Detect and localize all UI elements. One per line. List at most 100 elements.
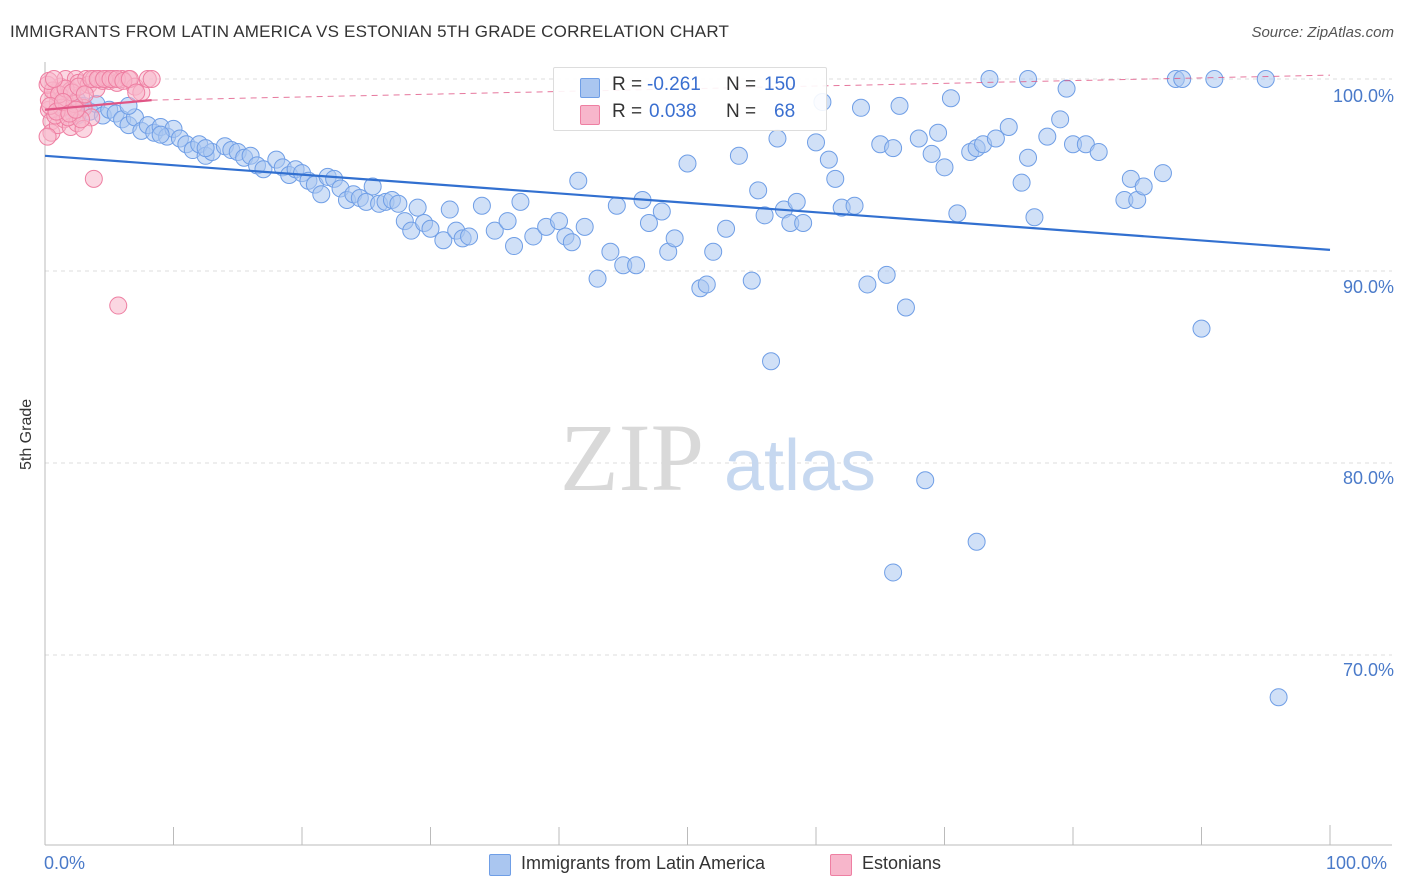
data-point-immigrants — [1019, 148, 1038, 167]
data-point-estonians — [66, 100, 85, 119]
data-point-immigrants — [999, 118, 1018, 136]
data-point-immigrants — [768, 129, 787, 148]
data-point-immigrants — [986, 129, 1005, 148]
data-point-immigrants — [922, 144, 941, 163]
n-label: N = — [726, 101, 757, 122]
data-point-immigrants — [575, 217, 594, 236]
legend-label: Estonians — [862, 853, 942, 873]
data-point-immigrants — [1089, 142, 1108, 161]
series-immigrants-points — [55, 70, 1288, 707]
data-point-immigrants — [762, 352, 781, 371]
stats-row-immigrants: R = -0.261 N = 150 — [554, 74, 826, 100]
data-point-immigrants — [794, 214, 813, 232]
data-point-estonians — [142, 70, 161, 88]
data-point-immigrants — [704, 242, 723, 261]
stats-row-estonians: R = 0.038 N = 68 — [554, 101, 826, 127]
chart-title: IMMIGRANTS FROM LATIN AMERICA VS ESTONIA… — [10, 22, 730, 41]
data-point-estonians — [84, 169, 103, 188]
trend-lines — [44, 74, 1331, 251]
data-point-immigrants — [1057, 79, 1076, 98]
data-point-immigrants — [896, 298, 915, 317]
data-point-estonians — [127, 83, 146, 102]
data-point-immigrants — [485, 221, 504, 240]
legend-swatch-blue — [489, 854, 511, 876]
data-point-immigrants — [697, 275, 716, 294]
data-point-immigrants — [890, 96, 909, 115]
data-point-immigrants — [627, 256, 646, 275]
data-point-immigrants — [858, 275, 877, 294]
data-point-immigrants — [749, 181, 768, 200]
data-point-immigrants — [935, 158, 954, 177]
trend-line-estonians — [44, 99, 152, 111]
data-point-immigrants — [562, 233, 581, 252]
data-point-immigrants — [498, 212, 517, 231]
legend-label: Immigrants from Latin America — [521, 853, 766, 873]
trend-line-immigrants — [44, 154, 1331, 251]
data-point-immigrants — [909, 129, 928, 148]
y-tick-label: 90.0% — [1342, 277, 1394, 297]
data-point-immigrants — [408, 198, 427, 217]
data-point-immigrants — [1025, 208, 1044, 227]
stats-swatch-blue — [580, 78, 600, 98]
y-tick-label: 80.0% — [1342, 468, 1394, 488]
data-point-immigrants — [884, 563, 903, 582]
data-point-immigrants — [421, 219, 440, 238]
data-point-immigrants — [851, 98, 870, 117]
stats-box: R = -0.261 N = 150 R = 0.038 N = 68 — [553, 67, 827, 131]
data-point-immigrants — [389, 194, 408, 213]
y-tick-label: 100.0% — [1332, 86, 1394, 106]
data-point-immigrants — [929, 123, 948, 142]
data-point-immigrants — [729, 146, 748, 165]
data-point-estonians — [75, 85, 94, 104]
source-credit: Source: ZipAtlas.com — [1251, 24, 1394, 41]
data-point-immigrants — [639, 214, 658, 232]
data-point-immigrants — [363, 177, 382, 196]
data-point-immigrants — [524, 227, 543, 246]
data-point-immigrants — [1134, 177, 1153, 196]
data-point-immigrants — [569, 171, 588, 190]
data-point-immigrants — [877, 265, 896, 284]
data-point-estonians — [44, 70, 63, 88]
data-point-immigrants — [511, 192, 530, 211]
data-point-immigrants — [826, 169, 845, 188]
data-point-immigrants — [665, 229, 684, 248]
data-point-immigrants — [312, 185, 331, 204]
data-point-immigrants — [967, 532, 986, 551]
axes — [44, 62, 1392, 846]
r-value: 0.038 — [649, 101, 697, 122]
watermark-atlas: atlas — [724, 426, 876, 506]
x-tick-label-min: 0.0% — [44, 853, 86, 873]
n-value: 68 — [774, 101, 796, 122]
data-point-estonians — [38, 127, 57, 146]
data-point-immigrants — [1153, 164, 1172, 183]
data-point-immigrants — [1012, 173, 1031, 192]
n-value: 150 — [764, 74, 796, 95]
data-point-immigrants — [607, 196, 626, 215]
r-value: -0.261 — [647, 74, 701, 95]
y-tick-label: 70.0% — [1342, 660, 1394, 680]
data-point-immigrants — [652, 202, 671, 221]
data-point-immigrants — [742, 271, 761, 290]
data-point-immigrants — [980, 70, 999, 88]
data-point-immigrants — [1192, 319, 1211, 338]
data-point-immigrants — [807, 133, 825, 152]
data-point-estonians — [109, 296, 128, 315]
data-point-immigrants — [505, 237, 524, 256]
data-point-immigrants — [588, 269, 607, 288]
data-point-immigrants — [1256, 70, 1275, 88]
data-point-immigrants — [434, 231, 453, 250]
watermark-zip: ZIP — [560, 404, 704, 511]
data-point-immigrants — [1173, 70, 1192, 88]
r-label: R = — [612, 74, 643, 95]
data-point-immigrants — [440, 200, 459, 219]
data-point-immigrants — [755, 206, 774, 225]
data-point-immigrants — [948, 204, 967, 223]
data-point-immigrants — [472, 196, 491, 215]
data-point-immigrants — [1269, 688, 1288, 707]
data-point-immigrants — [254, 160, 273, 179]
data-point-immigrants — [1205, 70, 1224, 88]
data-point-immigrants — [678, 154, 697, 173]
data-point-immigrants — [151, 125, 170, 144]
n-label: N = — [726, 74, 757, 95]
